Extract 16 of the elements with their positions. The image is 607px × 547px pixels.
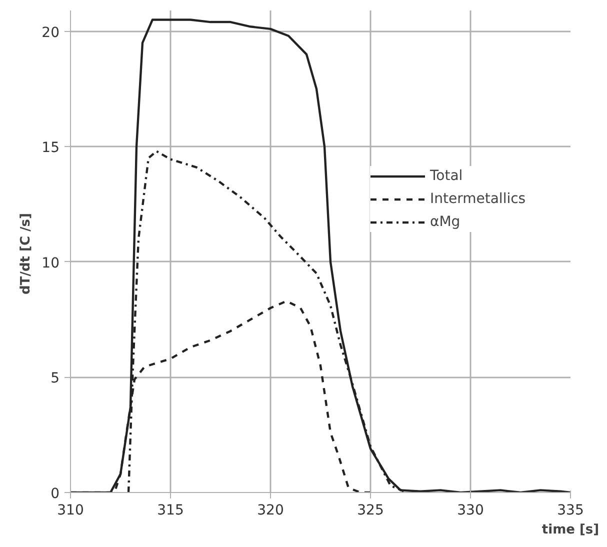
x-tick-label: 325	[357, 502, 384, 518]
x-tick-label: 330	[457, 502, 484, 518]
legend-label: αMg	[430, 214, 460, 230]
x-axis-title: time [s]	[542, 522, 600, 538]
y-tick-label: 10	[42, 255, 60, 272]
y-tick-label: 20	[42, 24, 60, 41]
legend-label: Total	[430, 168, 463, 184]
y-axis-title: dT/dt [C /s]	[18, 213, 34, 294]
y-tick-label: 0	[50, 486, 60, 502]
legend-label: Intermetallics	[430, 191, 526, 207]
x-tick-label: 335	[557, 502, 584, 518]
x-tick-label: 310	[57, 502, 84, 518]
x-tick-label: 320	[257, 502, 284, 518]
y-tick-label: 15	[42, 140, 60, 156]
x-tick-label: 315	[157, 502, 184, 518]
y-tick-label: 5	[50, 370, 60, 387]
